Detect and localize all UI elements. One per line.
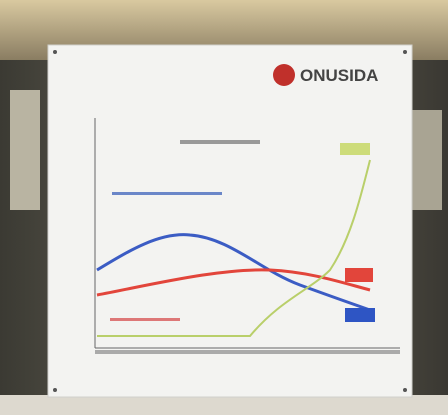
curve-blue	[96, 233, 371, 312]
curve-green	[97, 159, 371, 337]
label-box	[345, 308, 375, 322]
grommet	[53, 50, 57, 54]
frame-bottom	[0, 395, 448, 415]
blurred-label	[110, 318, 180, 321]
banner	[47, 44, 413, 398]
grommet	[403, 388, 407, 392]
blurred-ticks	[95, 350, 400, 354]
grommet	[403, 50, 407, 54]
logo-icon	[273, 64, 295, 86]
label-box	[345, 268, 373, 282]
grommet	[53, 388, 57, 392]
curve-red	[96, 268, 371, 297]
logo-text: ONUSIDA	[300, 66, 378, 85]
window-right	[412, 110, 442, 210]
blurred-title	[180, 140, 260, 144]
chart-graphic	[94, 118, 400, 354]
blurred-label	[112, 192, 222, 195]
label-box	[340, 143, 370, 155]
window-left	[10, 90, 40, 210]
